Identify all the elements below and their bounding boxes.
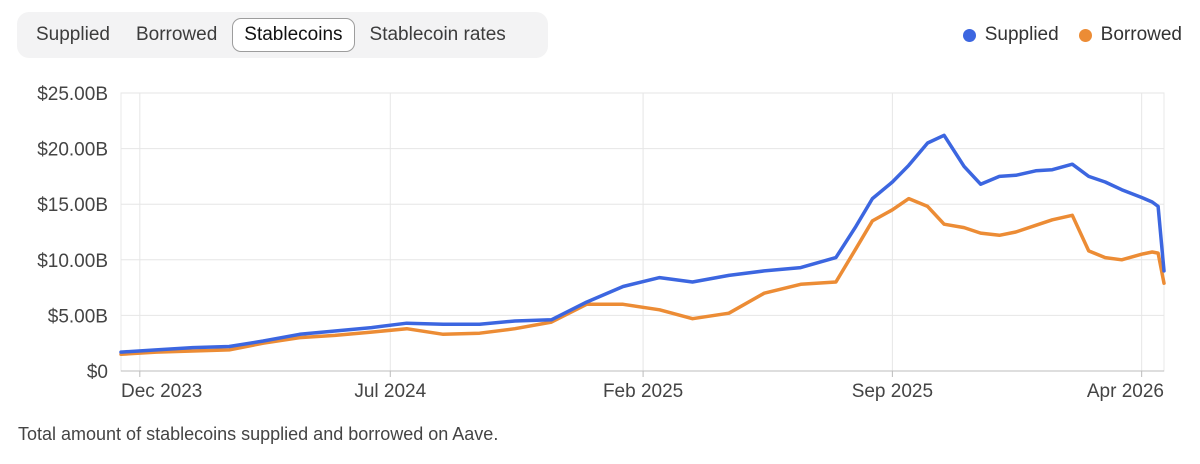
tab-borrowed[interactable]: Borrowed	[135, 24, 218, 45]
tab-supplied[interactable]: Supplied	[36, 24, 110, 45]
x-tick-label: Feb 2025	[603, 381, 683, 402]
y-tick-label: $0	[87, 362, 108, 383]
x-tick-label: Dec 2023	[121, 381, 202, 402]
tab-stablecoins[interactable]: Stablecoins	[232, 18, 355, 52]
x-tick-label: Jul 2024	[354, 381, 426, 402]
stablecoin-line-chart: $0 $5.00B $10.00B $15.00B $20.00B $25.00B Dec …	[37, 84, 1166, 402]
legend-dot-supplied-icon	[962, 28, 976, 42]
y-tick-label: $10.00B	[37, 251, 108, 272]
legend-item-borrowed[interactable]: Borrowed	[1078, 24, 1182, 46]
tab-stablecoin-rates[interactable]: Stablecoin rates	[369, 24, 506, 45]
y-tick-label: $25.00B	[37, 84, 108, 105]
legend-dot-borrowed-icon	[1078, 28, 1092, 42]
legend-item-supplied[interactable]: Supplied	[962, 24, 1059, 46]
legend-label-borrowed: Borrowed	[1100, 24, 1182, 45]
x-tick-label: Apr 2026	[1087, 381, 1164, 402]
chart-legend: Supplied Borrowed	[943, 24, 1182, 46]
y-tick-label: $15.00B	[37, 195, 108, 216]
chart-caption: Total amount of stablecoins supplied and…	[18, 424, 499, 444]
y-tick-label: $20.00B	[37, 140, 108, 161]
view-tabs: Supplied Borrowed Stablecoins Stablecoin…	[17, 12, 548, 58]
series-line-borrowed	[119, 196, 1166, 357]
legend-label-supplied: Supplied	[984, 24, 1059, 45]
x-tick-label: Sep 2025	[852, 381, 933, 402]
series-line-supplied	[119, 133, 1166, 354]
y-tick-label: $5.00B	[48, 306, 108, 327]
